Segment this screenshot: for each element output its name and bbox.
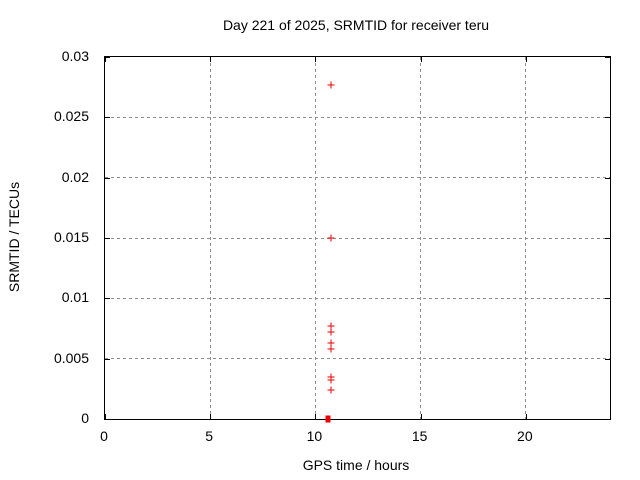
x-tick-mark [420, 414, 422, 419]
y-tick-mark [605, 298, 610, 300]
y-tick-mark [105, 419, 110, 420]
y-gridline [105, 358, 610, 360]
y-tick-mark [605, 117, 610, 119]
x-tick-mark [315, 57, 317, 62]
y-tick-mark [605, 177, 610, 179]
y-tick-mark [105, 177, 110, 179]
y-axis-title: SRMTID / TECUs [6, 181, 22, 293]
y-gridline [105, 297, 610, 299]
x-tick-mark [525, 57, 527, 62]
data-point-plus [327, 322, 335, 330]
data-point-plus [327, 373, 335, 381]
y-tick-label: 0.025 [53, 108, 89, 125]
data-point-plus [327, 328, 335, 336]
x-tick-mark [210, 414, 212, 419]
y-tick-label: 0.005 [53, 349, 89, 366]
y-tick-label: 0.015 [53, 229, 89, 245]
data-point-square [325, 415, 331, 423]
y-gridline [105, 237, 610, 239]
x-tick-mark [210, 57, 212, 62]
x-tick-label: 0 [100, 428, 108, 444]
x-tick-label: 10 [306, 428, 323, 444]
y-gridline [105, 116, 610, 118]
y-tick-mark [105, 298, 110, 300]
x-tick-label: 20 [517, 428, 533, 444]
y-tick-mark [605, 358, 610, 360]
y-tick-mark [605, 419, 610, 420]
data-point-plus [327, 81, 335, 89]
x-tick-mark [105, 57, 106, 62]
data-point-plus [327, 234, 335, 242]
y-tick-mark [105, 57, 110, 58]
plot-area [104, 56, 611, 423]
y-tick-label: 0 [81, 410, 89, 426]
y-tick-mark [605, 57, 610, 58]
x-axis-title: GPS time / hours [302, 457, 410, 473]
y-tick-label: 0.03 [61, 48, 89, 64]
y-tick-label: 0.01 [61, 289, 89, 306]
chart-title: Day 221 of 2025, SRMTID for receiver ter… [222, 17, 490, 33]
data-point-plus [327, 339, 335, 347]
x-tick-mark [525, 414, 527, 419]
y-tick-mark [105, 358, 110, 360]
x-tick-mark [105, 414, 106, 419]
y-tick-mark [105, 238, 110, 239]
y-tick-mark [105, 117, 110, 119]
y-gridline [105, 177, 610, 179]
x-tick-mark [420, 57, 422, 62]
x-tick-mark [315, 414, 317, 419]
y-tick-label: 0.02 [61, 168, 89, 185]
x-tick-label: 5 [205, 428, 214, 444]
data-point-plus [327, 376, 335, 384]
data-point-plus [327, 345, 335, 353]
data-point-plus [327, 386, 335, 394]
y-tick-mark [605, 238, 610, 239]
x-tick-label: 15 [411, 428, 428, 444]
